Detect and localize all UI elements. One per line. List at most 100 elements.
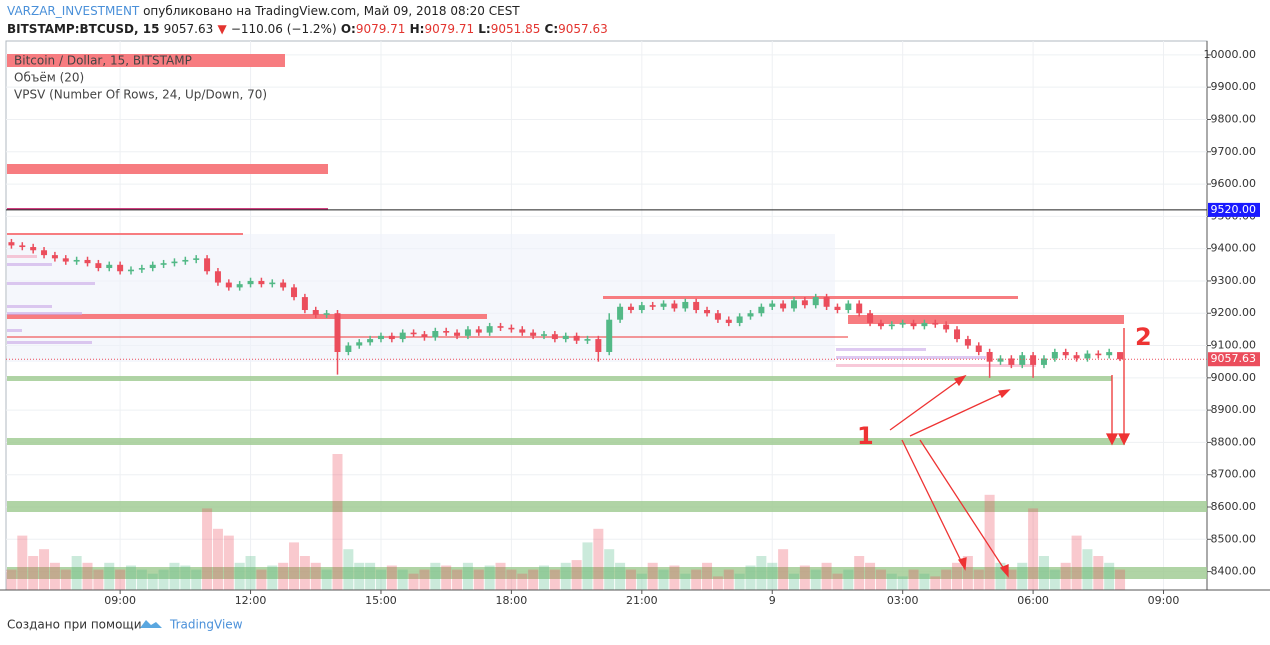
candle-body: [388, 335, 395, 340]
candle-body: [910, 322, 917, 327]
axis: 8400.00 8500.00 8600.00 8700.00 8800.00 8900.…: [6, 48, 1260, 607]
y-tick-label: 9000.00: [1211, 371, 1257, 384]
volume-bar: [712, 576, 723, 590]
candle-body: [95, 263, 102, 269]
volume-bar: [941, 569, 952, 590]
volume-bar: [125, 565, 136, 590]
volume-bar: [93, 569, 104, 590]
volume-bar: [865, 562, 876, 590]
candle-body: [399, 332, 406, 340]
footer-brand[interactable]: TradingView: [169, 618, 243, 632]
zone: [848, 315, 1124, 324]
zone: [7, 164, 328, 174]
author[interactable]: VARZAR_INVESTMENT: [7, 4, 140, 18]
volume-bar: [1017, 562, 1028, 590]
y-tick-label: 9600.00: [1211, 177, 1257, 190]
candle-body: [584, 339, 591, 341]
zone: [7, 438, 1125, 445]
l: 9051.85: [490, 22, 541, 36]
y-tick-label: 8900.00: [1211, 403, 1257, 416]
volume-bar: [799, 565, 810, 590]
volume-bar: [267, 565, 278, 590]
volume-bar: [680, 573, 691, 590]
volume-bar: [1049, 569, 1060, 590]
candle-body: [573, 335, 580, 341]
volume-bar: [397, 569, 408, 590]
volume-bar: [158, 569, 169, 590]
volume-bar: [952, 562, 963, 590]
candle-body: [454, 332, 461, 336]
volume-bar: [973, 569, 984, 590]
volume-bar: [321, 569, 332, 590]
candle-body: [812, 297, 819, 306]
volume-bar: [636, 573, 647, 590]
x-tick-label: 06:00: [1017, 594, 1049, 607]
x-tick-label: 21:00: [626, 594, 658, 607]
y-tick-label: 9400.00: [1211, 242, 1257, 255]
candle-body: [258, 280, 265, 285]
volume-bar: [723, 569, 734, 590]
y-tick-label: 9900.00: [1211, 80, 1257, 93]
volume-bar: [28, 556, 39, 590]
candle-body: [225, 282, 232, 288]
candles: [8, 238, 1124, 378]
candle-body: [682, 301, 689, 309]
candle-body: [62, 258, 69, 262]
y-tick-label: 9300.00: [1211, 274, 1257, 287]
y-tick-label: 9200.00: [1211, 306, 1257, 319]
y-tick-label: 8600.00: [1211, 500, 1257, 513]
volume-bar: [1006, 569, 1017, 590]
candle-body: [747, 313, 754, 317]
candle-body: [106, 264, 113, 269]
volume-bar: [17, 535, 28, 590]
candle-body: [345, 345, 352, 352]
volume-bar: [604, 549, 615, 590]
volume-pane: [6, 454, 1126, 590]
price-tag: [1208, 202, 1260, 217]
candle-body: [356, 342, 363, 346]
candle-body: [377, 335, 384, 340]
candle-body: [127, 269, 134, 272]
volume-bar: [104, 562, 115, 590]
candle-body: [964, 339, 971, 346]
x-tick-label: 9: [769, 594, 776, 607]
volume-bar: [245, 556, 256, 590]
c: 9057.63: [558, 22, 608, 36]
candle-body: [323, 313, 330, 315]
candle-body: [508, 327, 515, 330]
o-label: O:: [340, 22, 356, 36]
candle-body: [899, 322, 906, 325]
zone: [7, 501, 1207, 512]
y-tick-label: 8700.00: [1211, 468, 1257, 481]
candle-body: [693, 301, 700, 311]
candle-body: [334, 313, 341, 352]
candle-body: [280, 282, 287, 288]
volume-bar: [1093, 556, 1104, 590]
candle-body: [638, 305, 645, 311]
candle-body: [1051, 351, 1058, 359]
legend-item: VPSV (Number Of Rows, 24, Up/Down, 70): [14, 88, 267, 102]
candle-body: [845, 303, 852, 311]
volume-bar: [691, 569, 702, 590]
candle-body: [595, 339, 602, 352]
y-tick-label: 9100.00: [1211, 339, 1257, 352]
volume-bar: [1071, 535, 1082, 590]
volume-bar: [995, 562, 1006, 590]
published: опубликовано на TradingView.com, Май 09,…: [143, 4, 520, 18]
volume-bar: [310, 562, 321, 590]
candle-body: [410, 332, 417, 335]
candle-body: [30, 247, 37, 251]
volume-bar: [60, 569, 71, 590]
candle-body: [421, 334, 428, 338]
annotation: 1: [857, 422, 874, 450]
candle-body: [725, 319, 732, 323]
x-tick-label: 09:00: [1148, 594, 1180, 607]
volume-bar: [658, 569, 669, 590]
volume-bar: [115, 569, 126, 590]
volume-bar: [71, 556, 82, 590]
volume-bar: [1082, 549, 1093, 590]
volume-bar: [908, 569, 919, 590]
candle-body: [160, 263, 167, 265]
candle-body: [877, 322, 884, 327]
